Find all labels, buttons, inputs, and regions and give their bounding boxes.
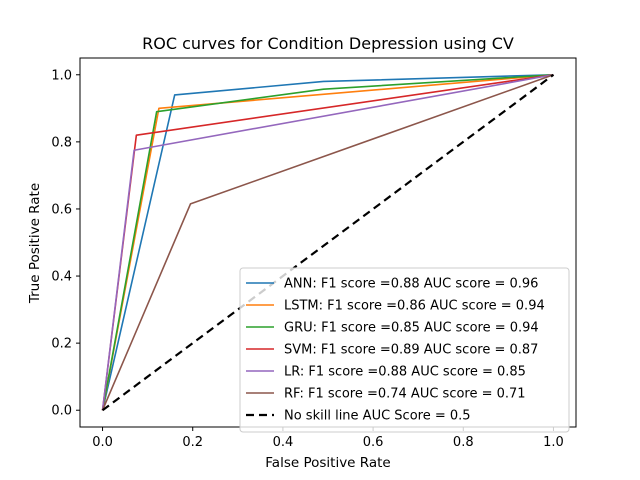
legend-entry-svm: SVM: F1 score =0.89 AUC score = 0.87 bbox=[284, 343, 538, 358]
series-line-no-skill-line-auc-score-0-5 bbox=[101, 73, 555, 412]
y-tick-label: 0.8 bbox=[51, 135, 72, 150]
x-tick-label: 0.6 bbox=[363, 435, 384, 450]
y-tick-label: 1.0 bbox=[51, 68, 72, 83]
y-axis-label: True Positive Rate bbox=[27, 183, 43, 304]
y-tick-label: 0.0 bbox=[51, 404, 72, 419]
x-axis: 0.0 0.2 0.4 0.6 0.8 1.0 bbox=[92, 427, 564, 450]
series-line-lr bbox=[101, 73, 554, 411]
legend-entry-rf: RF: F1 score =0.74 AUC score = 0.71 bbox=[284, 387, 526, 402]
y-tick-label: 0.4 bbox=[51, 270, 72, 285]
legend-entry-gru: GRU: F1 score =0.85 AUC score = 0.94 bbox=[284, 321, 539, 336]
x-axis-label: False Positive Rate bbox=[265, 455, 390, 471]
x-tick-label: 0.8 bbox=[453, 435, 474, 450]
y-tick-label: 0.6 bbox=[51, 202, 72, 217]
legend: ANN: F1 score =0.88 AUC score = 0.96 LSTM… bbox=[239, 267, 570, 433]
legend-entry-lr: LR: F1 score =0.88 AUC score = 0.85 bbox=[284, 365, 526, 380]
series-line-rf bbox=[101, 74, 554, 411]
legend-entry-no-skill-line-auc-score-0-5: No skill line AUC Score = 0.5 bbox=[284, 409, 471, 424]
y-tick-label: 0.2 bbox=[51, 337, 72, 352]
legend-box bbox=[239, 267, 570, 433]
series-line-gru bbox=[101, 73, 554, 411]
chart-title: ROC curves for Condition Depression usin… bbox=[142, 34, 514, 53]
x-tick-label: 0.2 bbox=[182, 435, 203, 450]
series-line-ann bbox=[101, 73, 554, 411]
legend-entry-lstm: LSTM: F1 score =0.86 AUC score = 0.94 bbox=[284, 299, 545, 314]
plot-lines bbox=[101, 73, 555, 412]
x-tick-label: 0.4 bbox=[273, 435, 294, 450]
x-tick-label: 0.0 bbox=[92, 435, 113, 450]
legend-entry-ann: ANN: F1 score =0.88 AUC score = 0.96 bbox=[284, 277, 538, 292]
y-axis: 0.0 0.2 0.4 0.6 0.8 1.0 bbox=[51, 68, 80, 419]
x-tick-label: 1.0 bbox=[543, 435, 564, 450]
